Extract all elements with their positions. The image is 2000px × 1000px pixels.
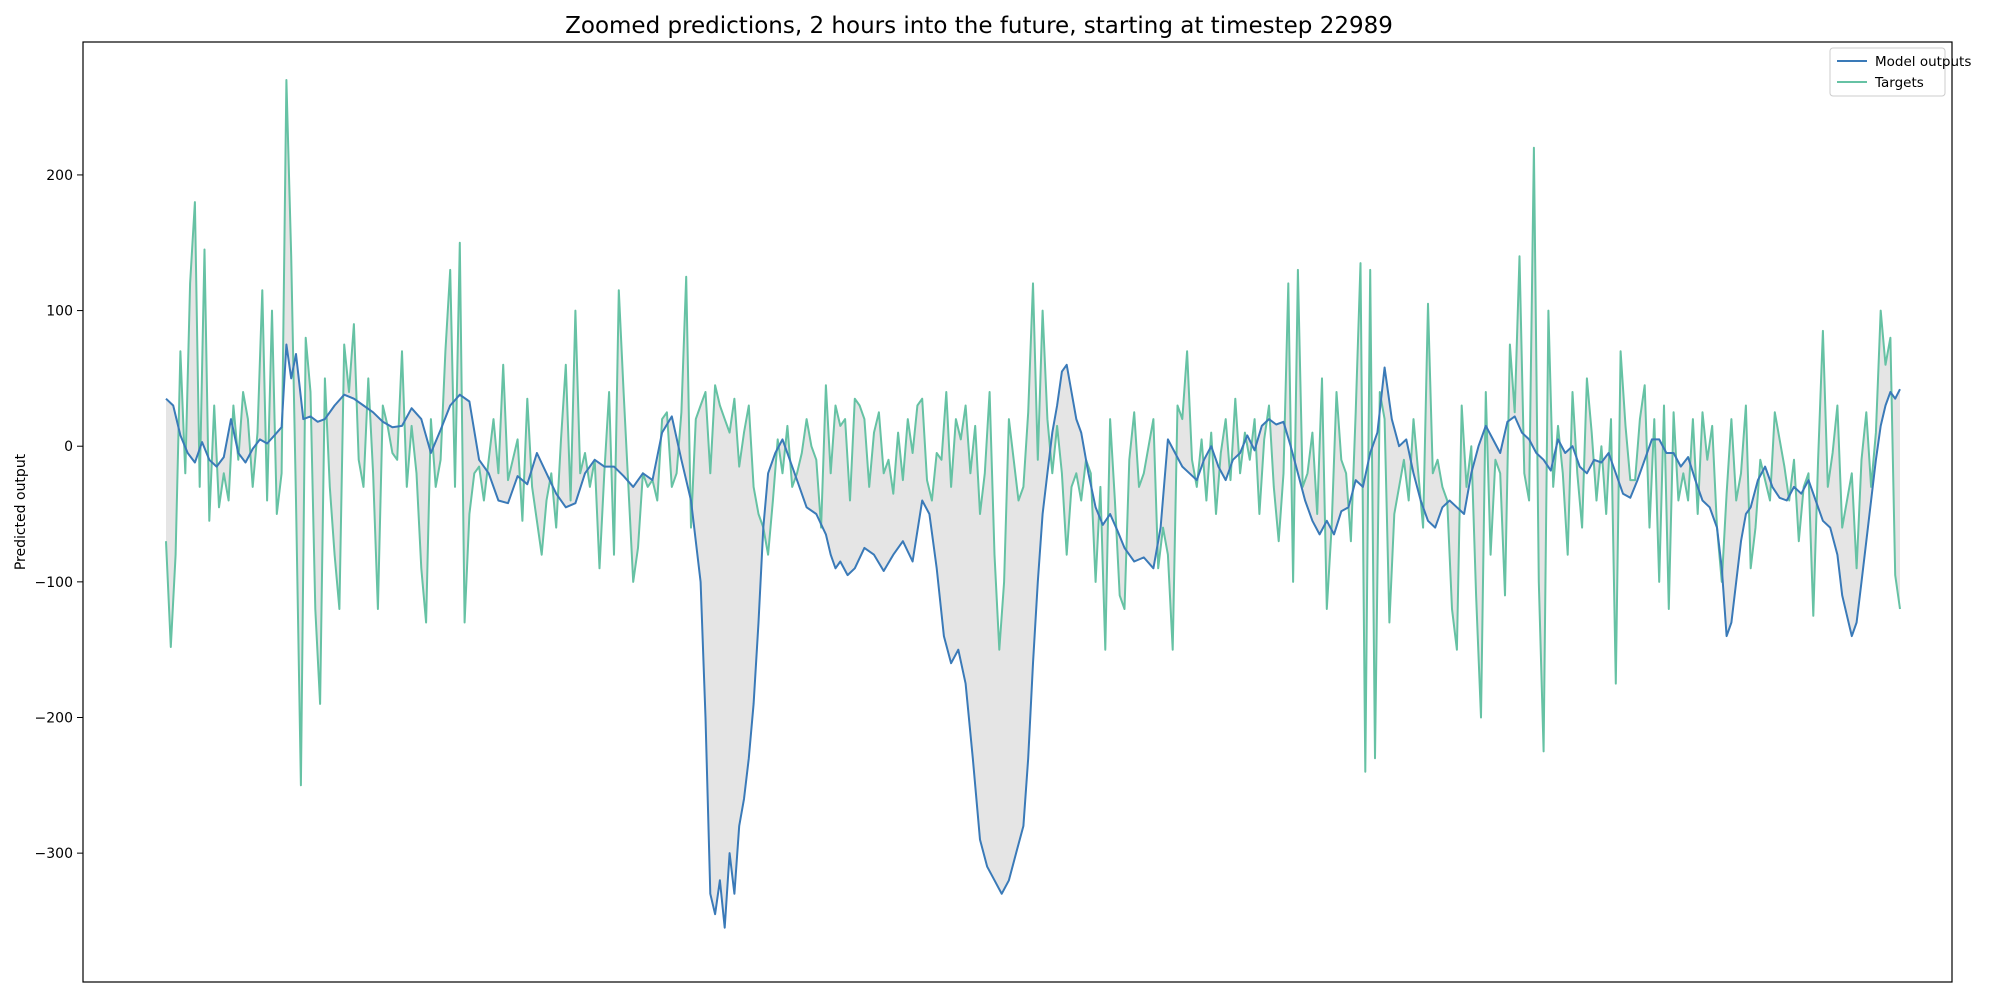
plot-frame xyxy=(82,41,1953,983)
y-tick-label: 100 xyxy=(46,304,73,320)
y-tick-label: 200 xyxy=(46,168,73,184)
targets-line xyxy=(165,79,1901,787)
fill-between-layer xyxy=(166,80,1900,928)
model-outputs-series-layer xyxy=(165,343,1901,929)
legend: Model outputs Targets xyxy=(1829,47,1971,97)
targets-series-layer xyxy=(165,79,1901,787)
y-tick-label: 0 xyxy=(64,439,73,455)
legend-label-targets: Targets xyxy=(1874,75,1924,91)
y-tick-label: −100 xyxy=(35,575,73,591)
chart-title: Zoomed predictions, 2 hours into the fut… xyxy=(565,13,1393,39)
model-outputs-line xyxy=(165,343,1901,929)
y-tick-label: −300 xyxy=(35,846,73,862)
y-axis-label: Predicted output xyxy=(13,453,29,570)
y-tick-label: −200 xyxy=(35,710,73,726)
plot-area xyxy=(82,41,1953,983)
fill-between-area xyxy=(166,80,1900,928)
legend-label-model-outputs: Model outputs xyxy=(1875,54,1971,70)
y-axis: 200 100 0 −100 −200 −300 xyxy=(35,168,83,862)
